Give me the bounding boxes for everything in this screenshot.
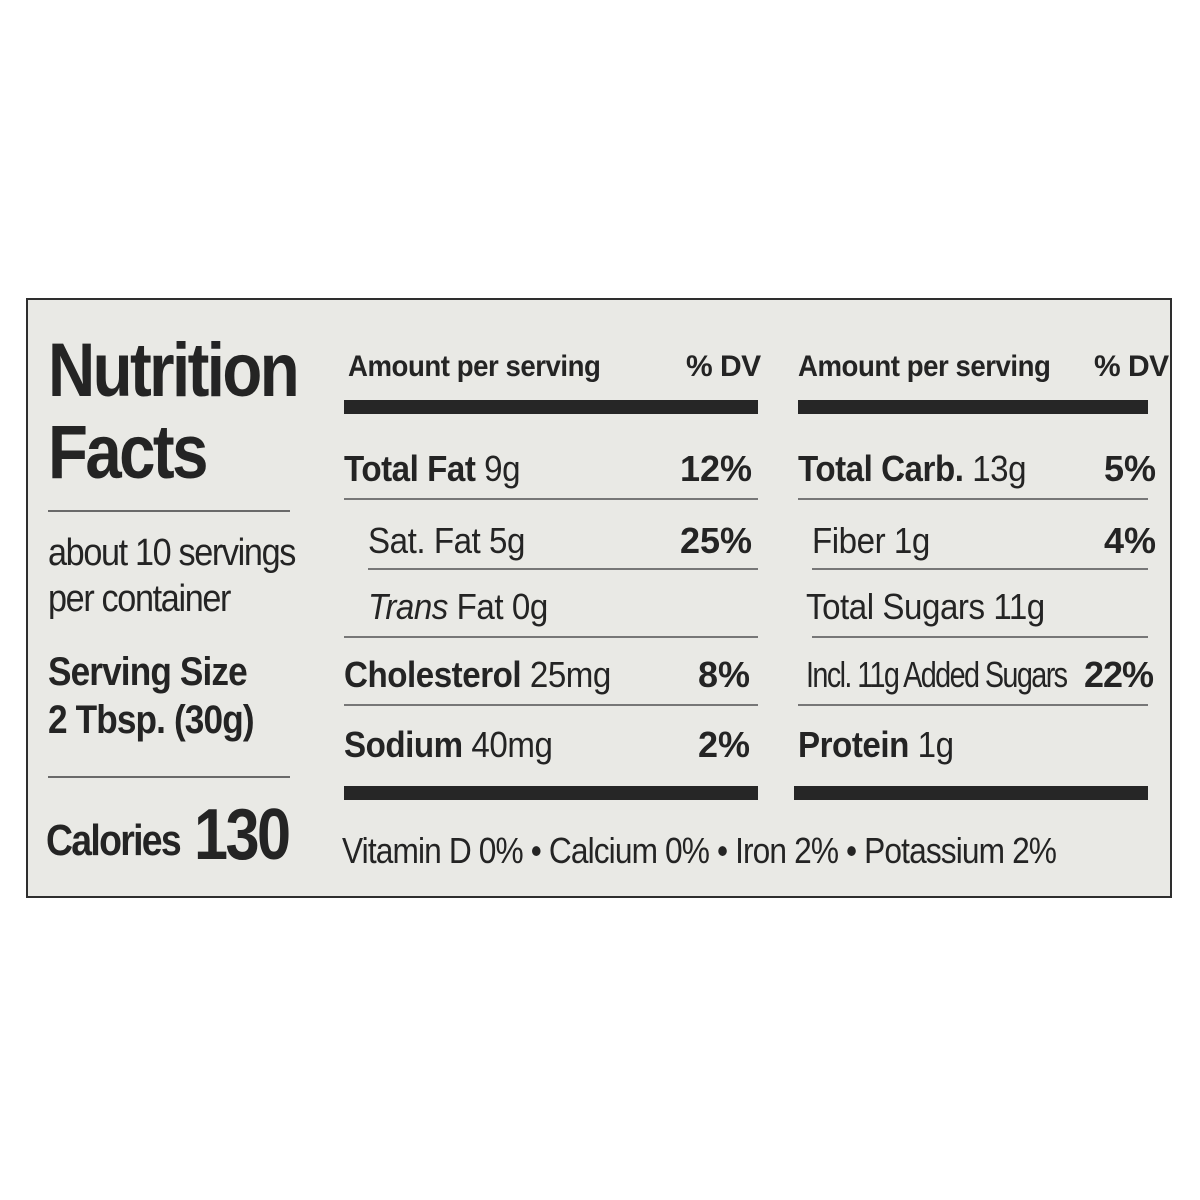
sat-fat-row: Sat. Fat 5g bbox=[368, 520, 525, 561]
row-divider bbox=[344, 704, 758, 706]
left-bottom-rule bbox=[344, 786, 758, 800]
sodium-row: Sodium 40mg bbox=[344, 724, 553, 766]
left-divider-bottom bbox=[48, 776, 290, 778]
left-divider-top bbox=[48, 510, 290, 512]
title-line-1: Nutrition bbox=[48, 328, 300, 413]
right-bottom-rule bbox=[794, 786, 1148, 800]
total-carb-row: Total Carb. 13g bbox=[798, 448, 1027, 490]
sodium-label: Sodium bbox=[344, 724, 463, 765]
row-divider bbox=[798, 498, 1148, 500]
added-sugars-row: Incl. 11g Added Sugars bbox=[806, 654, 1068, 695]
row-divider bbox=[798, 704, 1148, 706]
total-carb-amount: 13g bbox=[963, 448, 1027, 489]
added-sugars-dv: 22% bbox=[1084, 654, 1154, 695]
total-carb-dv: 5% bbox=[1104, 448, 1157, 489]
total-fat-dv: 12% bbox=[680, 448, 753, 489]
sodium-dv: 2% bbox=[698, 724, 751, 765]
right-dv-header: % DV bbox=[1094, 350, 1169, 383]
title-line-2: Facts bbox=[48, 410, 208, 495]
servings-per-container: about 10 servings per container bbox=[48, 530, 296, 622]
left-amount-header: Amount per serving bbox=[348, 350, 601, 383]
fiber-dv: 4% bbox=[1104, 520, 1157, 561]
row-divider bbox=[344, 498, 758, 500]
total-carb-label: Total Carb. bbox=[798, 448, 964, 489]
serving-size-value: 2 Tbsp. (30g) bbox=[48, 698, 255, 742]
servings-line-1: about 10 servings bbox=[48, 532, 296, 574]
cholesterol-label: Cholesterol bbox=[344, 654, 522, 695]
calories-value: 130 bbox=[194, 795, 291, 875]
calories-label: Calories bbox=[46, 816, 182, 865]
serving-size-label: Serving Size bbox=[48, 650, 248, 694]
right-header-rule bbox=[798, 400, 1148, 414]
protein-label: Protein bbox=[798, 724, 909, 765]
row-divider bbox=[812, 636, 1148, 638]
total-sugars-row: Total Sugars 11g bbox=[806, 586, 1045, 627]
cholesterol-dv: 8% bbox=[698, 654, 751, 695]
trans-italic: Trans bbox=[368, 586, 448, 627]
row-divider bbox=[812, 568, 1148, 570]
total-fat-row: Total Fat 9g bbox=[344, 448, 521, 490]
row-divider bbox=[344, 636, 758, 638]
total-fat-amount: 9g bbox=[475, 448, 521, 489]
trans-fat-row: Trans Fat 0g bbox=[368, 586, 548, 628]
fiber-row: Fiber 1g bbox=[812, 520, 930, 561]
cholesterol-amount: 25mg bbox=[521, 654, 611, 695]
cholesterol-row: Cholesterol 25mg bbox=[344, 654, 611, 696]
sat-fat-dv: 25% bbox=[680, 520, 753, 561]
protein-amount: 1g bbox=[908, 724, 954, 765]
left-header-rule bbox=[344, 400, 758, 414]
left-dv-header: % DV bbox=[686, 350, 761, 383]
protein-row: Protein 1g bbox=[798, 724, 954, 766]
servings-line-2: per container bbox=[48, 578, 231, 620]
total-fat-label: Total Fat bbox=[344, 448, 476, 489]
sodium-amount: 40mg bbox=[462, 724, 553, 765]
vitamins-minerals: Vitamin D 0% • Calcium 0% • Iron 2% • Po… bbox=[342, 830, 1057, 871]
right-amount-header: Amount per serving bbox=[798, 350, 1051, 383]
nutrition-facts-panel: Nutrition Facts about 10 servings per co… bbox=[26, 298, 1172, 898]
nutrition-facts-title: Nutrition Facts bbox=[48, 328, 300, 495]
row-divider bbox=[368, 568, 758, 570]
serving-size: Serving Size 2 Tbsp. (30g) bbox=[48, 648, 255, 744]
trans-fat-rest: Fat 0g bbox=[447, 586, 549, 627]
